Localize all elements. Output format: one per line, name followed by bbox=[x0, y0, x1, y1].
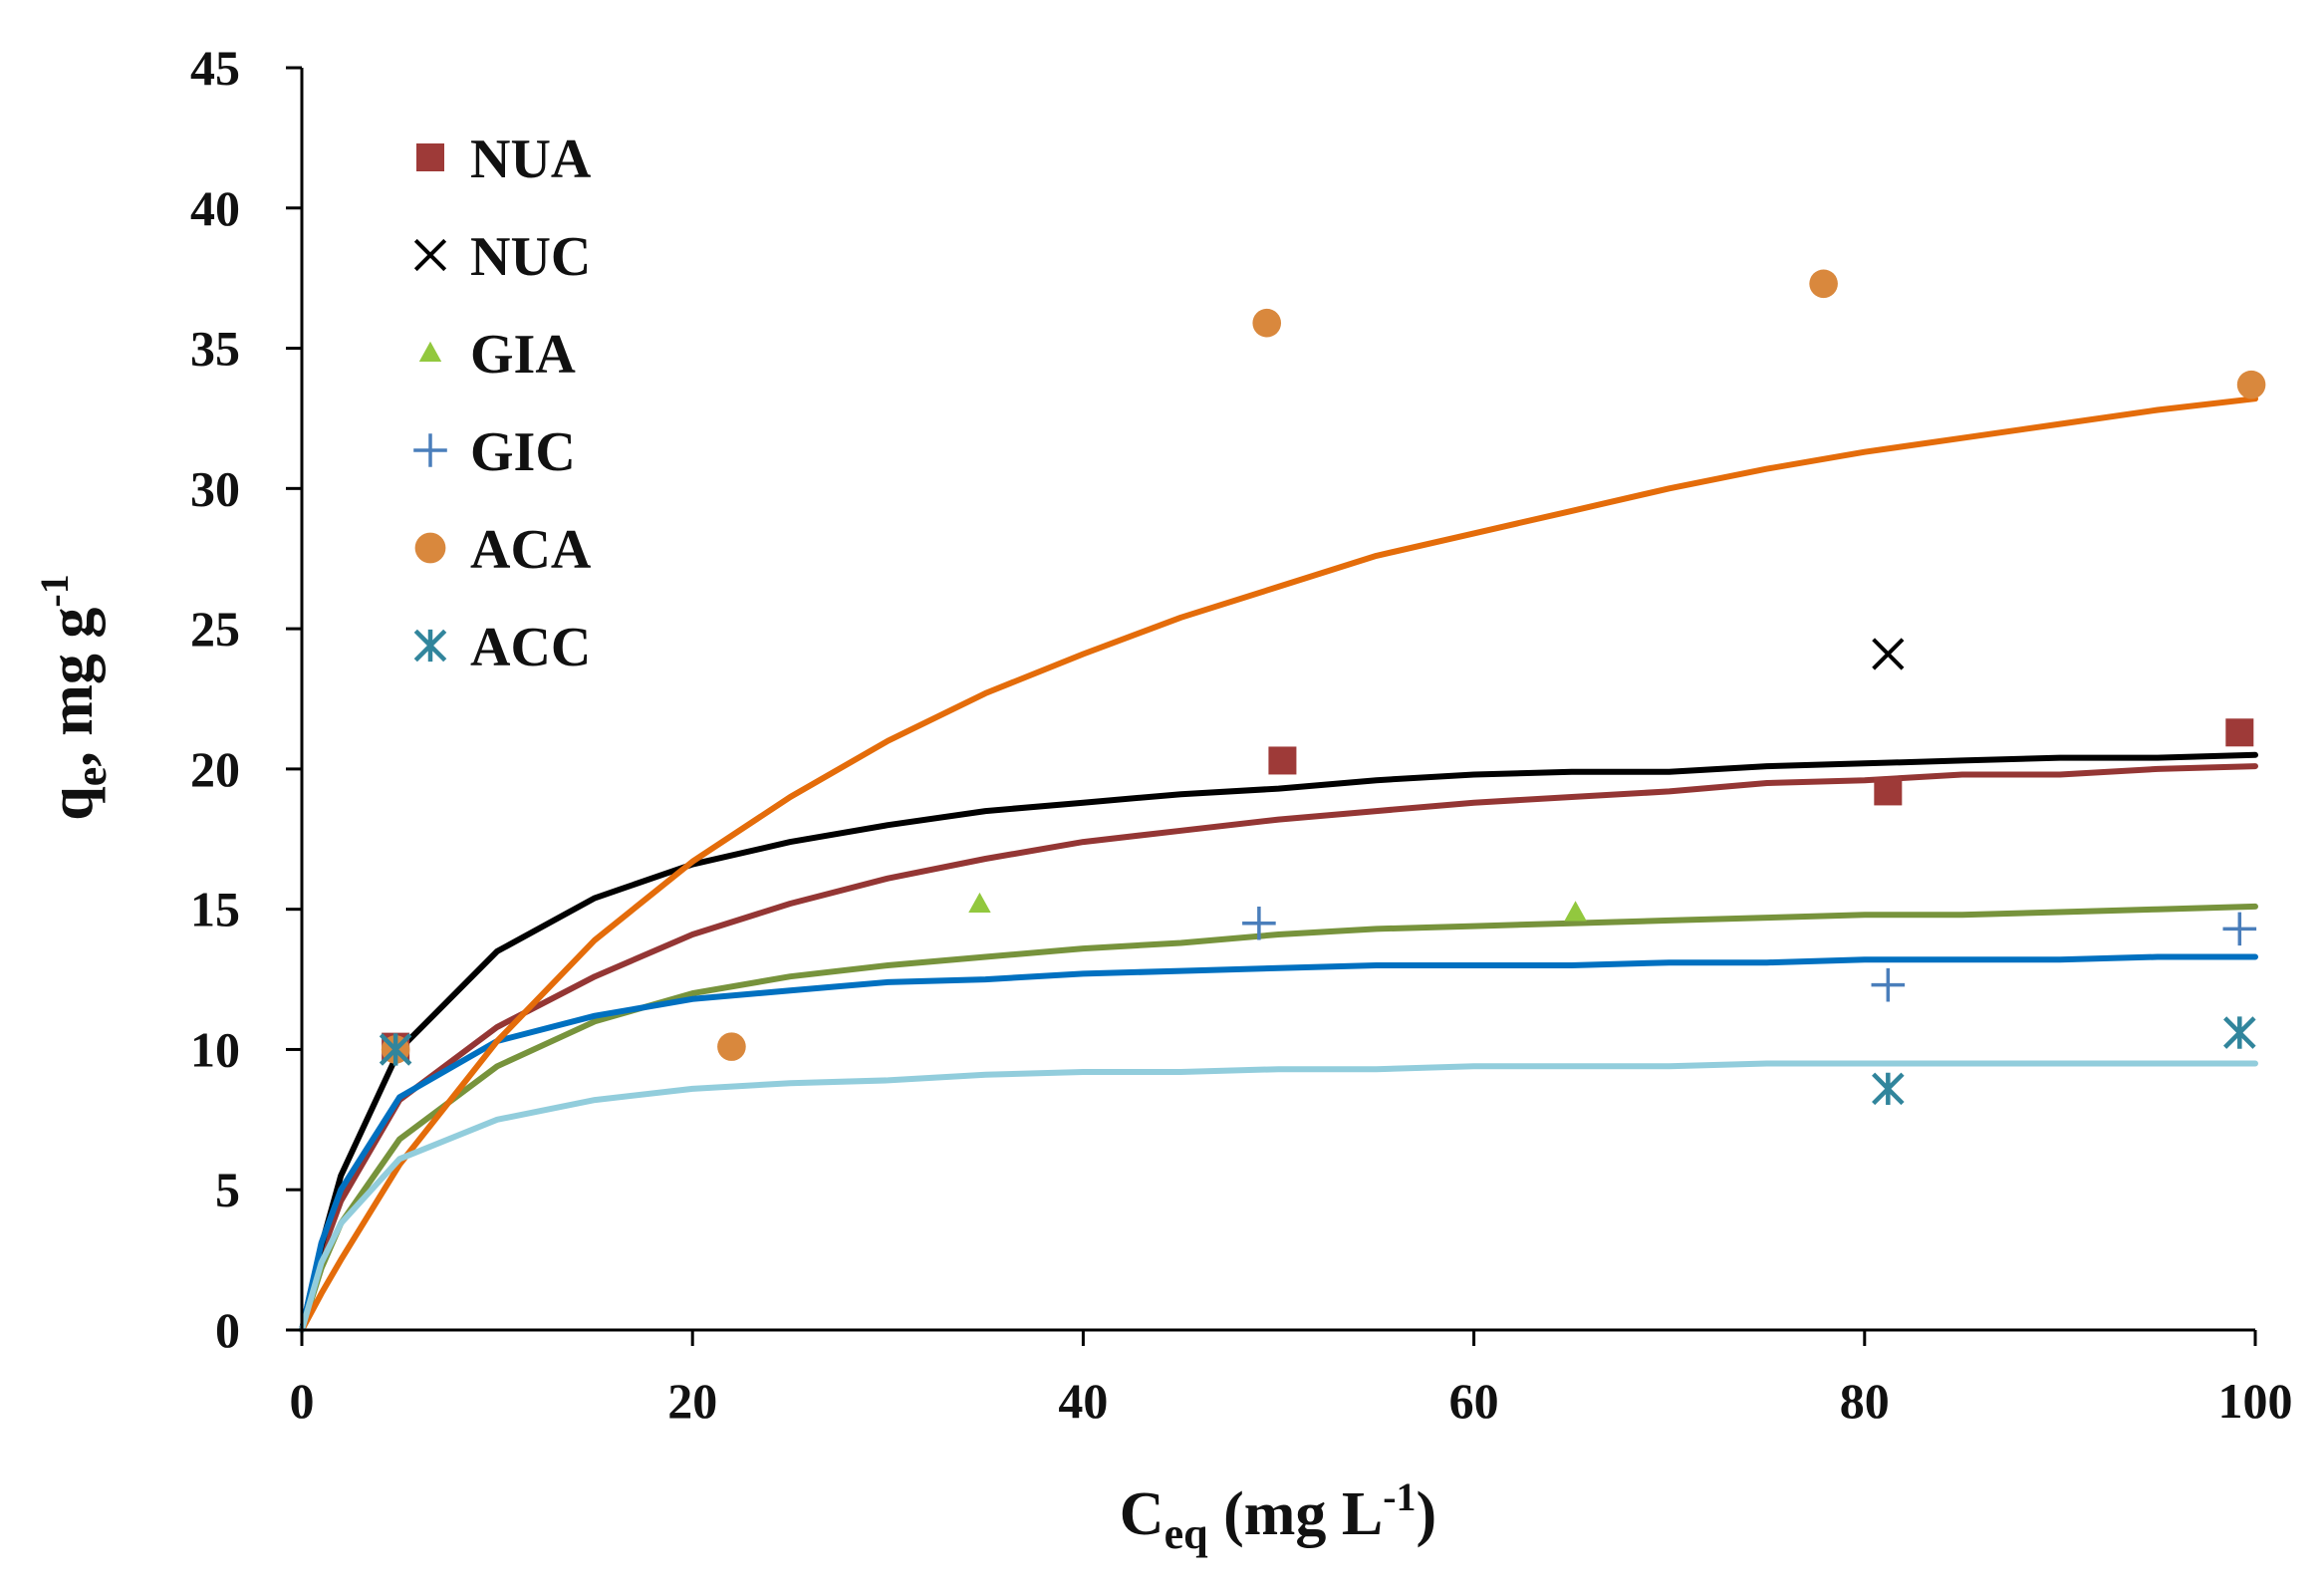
x-tick-label: 40 bbox=[1058, 1373, 1108, 1429]
fit-curve-acc bbox=[299, 1060, 2258, 1333]
fit-curve-gic bbox=[299, 953, 2258, 1333]
data-markers bbox=[379, 269, 2266, 1106]
legend-marker-gia bbox=[418, 341, 442, 362]
data-point-acc bbox=[379, 1033, 412, 1066]
data-point-acc bbox=[1872, 1072, 1905, 1106]
x-axis-label-sup: -1 bbox=[1383, 1474, 1416, 1519]
legend: NUA NUC GIA GIC ACA ACC bbox=[413, 129, 592, 678]
legend-label-aca: ACA bbox=[470, 519, 592, 581]
x-tick-label: 0 bbox=[290, 1373, 315, 1429]
data-point-gic bbox=[1871, 967, 1906, 1002]
y-tick-label: 25 bbox=[190, 601, 240, 657]
data-point-aca bbox=[1252, 308, 1282, 338]
y-tick-label: 40 bbox=[190, 180, 240, 236]
y-axis-label-sup: -1 bbox=[32, 574, 77, 607]
legend-marker-nuc bbox=[413, 238, 447, 272]
y-tick-label: 45 bbox=[190, 40, 240, 96]
data-point-nua bbox=[1874, 777, 1903, 806]
x-axis-label-main: C bbox=[1120, 1480, 1164, 1548]
y-axis-label-main: q bbox=[38, 786, 106, 820]
fit-curve-nua bbox=[299, 763, 2258, 1333]
legend-label-gia: GIA bbox=[470, 324, 576, 386]
data-point-gic bbox=[1242, 906, 1276, 940]
fit-curve-nuc bbox=[299, 751, 2258, 1333]
y-tick-label: 35 bbox=[190, 321, 240, 377]
fit-curves bbox=[299, 396, 2258, 1333]
legend-label-acc: ACC bbox=[470, 617, 591, 678]
data-point-nua bbox=[2225, 718, 2254, 747]
data-point-nua bbox=[1268, 746, 1297, 775]
x-tick-label: 100 bbox=[2218, 1373, 2293, 1429]
x-axis-label-rest: (mg L bbox=[1208, 1480, 1384, 1548]
legend-label-nua: NUA bbox=[470, 129, 592, 190]
y-axis-label: qe, mg g-1 bbox=[32, 574, 116, 821]
data-point-gia bbox=[968, 892, 991, 913]
x-tick-label: 20 bbox=[667, 1373, 717, 1429]
y-tick-label: 5 bbox=[215, 1162, 240, 1217]
data-point-aca bbox=[1809, 269, 1838, 299]
x-axis-label-close: ) bbox=[1417, 1480, 1437, 1548]
x-ticks: 0 20 40 60 80 100 bbox=[290, 1330, 2293, 1429]
data-point-gic bbox=[2222, 912, 2257, 946]
data-point-aca bbox=[2236, 370, 2266, 399]
data-point-acc bbox=[2223, 1016, 2256, 1049]
legend-marker-gic bbox=[413, 433, 447, 467]
y-tick-label: 20 bbox=[190, 741, 240, 797]
y-axis-label-rest: , mg g bbox=[38, 608, 106, 767]
x-axis-label: Ceq (mg L-1) bbox=[1120, 1474, 1436, 1558]
legend-marker-acc bbox=[413, 629, 447, 663]
y-tick-label: 10 bbox=[190, 1021, 240, 1077]
x-tick-label: 60 bbox=[1449, 1373, 1499, 1429]
y-tick-label: 15 bbox=[190, 882, 240, 937]
y-axis-label-sub: e bbox=[67, 767, 116, 787]
fit-curve-gia bbox=[299, 903, 2258, 1333]
legend-marker-nua bbox=[416, 143, 444, 171]
x-tick-label: 80 bbox=[1840, 1373, 1890, 1429]
data-point-aca bbox=[717, 1032, 746, 1061]
x-axis-label-sub: eq bbox=[1164, 1509, 1209, 1558]
y-tick-label: 0 bbox=[215, 1302, 240, 1358]
fit-curve-aca bbox=[299, 396, 2258, 1333]
legend-label-nuc: NUC bbox=[470, 226, 591, 288]
data-point-nuc bbox=[1872, 638, 1905, 670]
y-ticks: 0 5 10 15 20 25 30 35 40 45 bbox=[190, 40, 302, 1358]
y-tick-label: 30 bbox=[190, 460, 240, 516]
legend-label-gic: GIC bbox=[470, 421, 576, 483]
data-point-gia bbox=[1564, 901, 1587, 922]
legend-marker-aca bbox=[414, 532, 446, 564]
axes bbox=[300, 68, 2255, 1332]
